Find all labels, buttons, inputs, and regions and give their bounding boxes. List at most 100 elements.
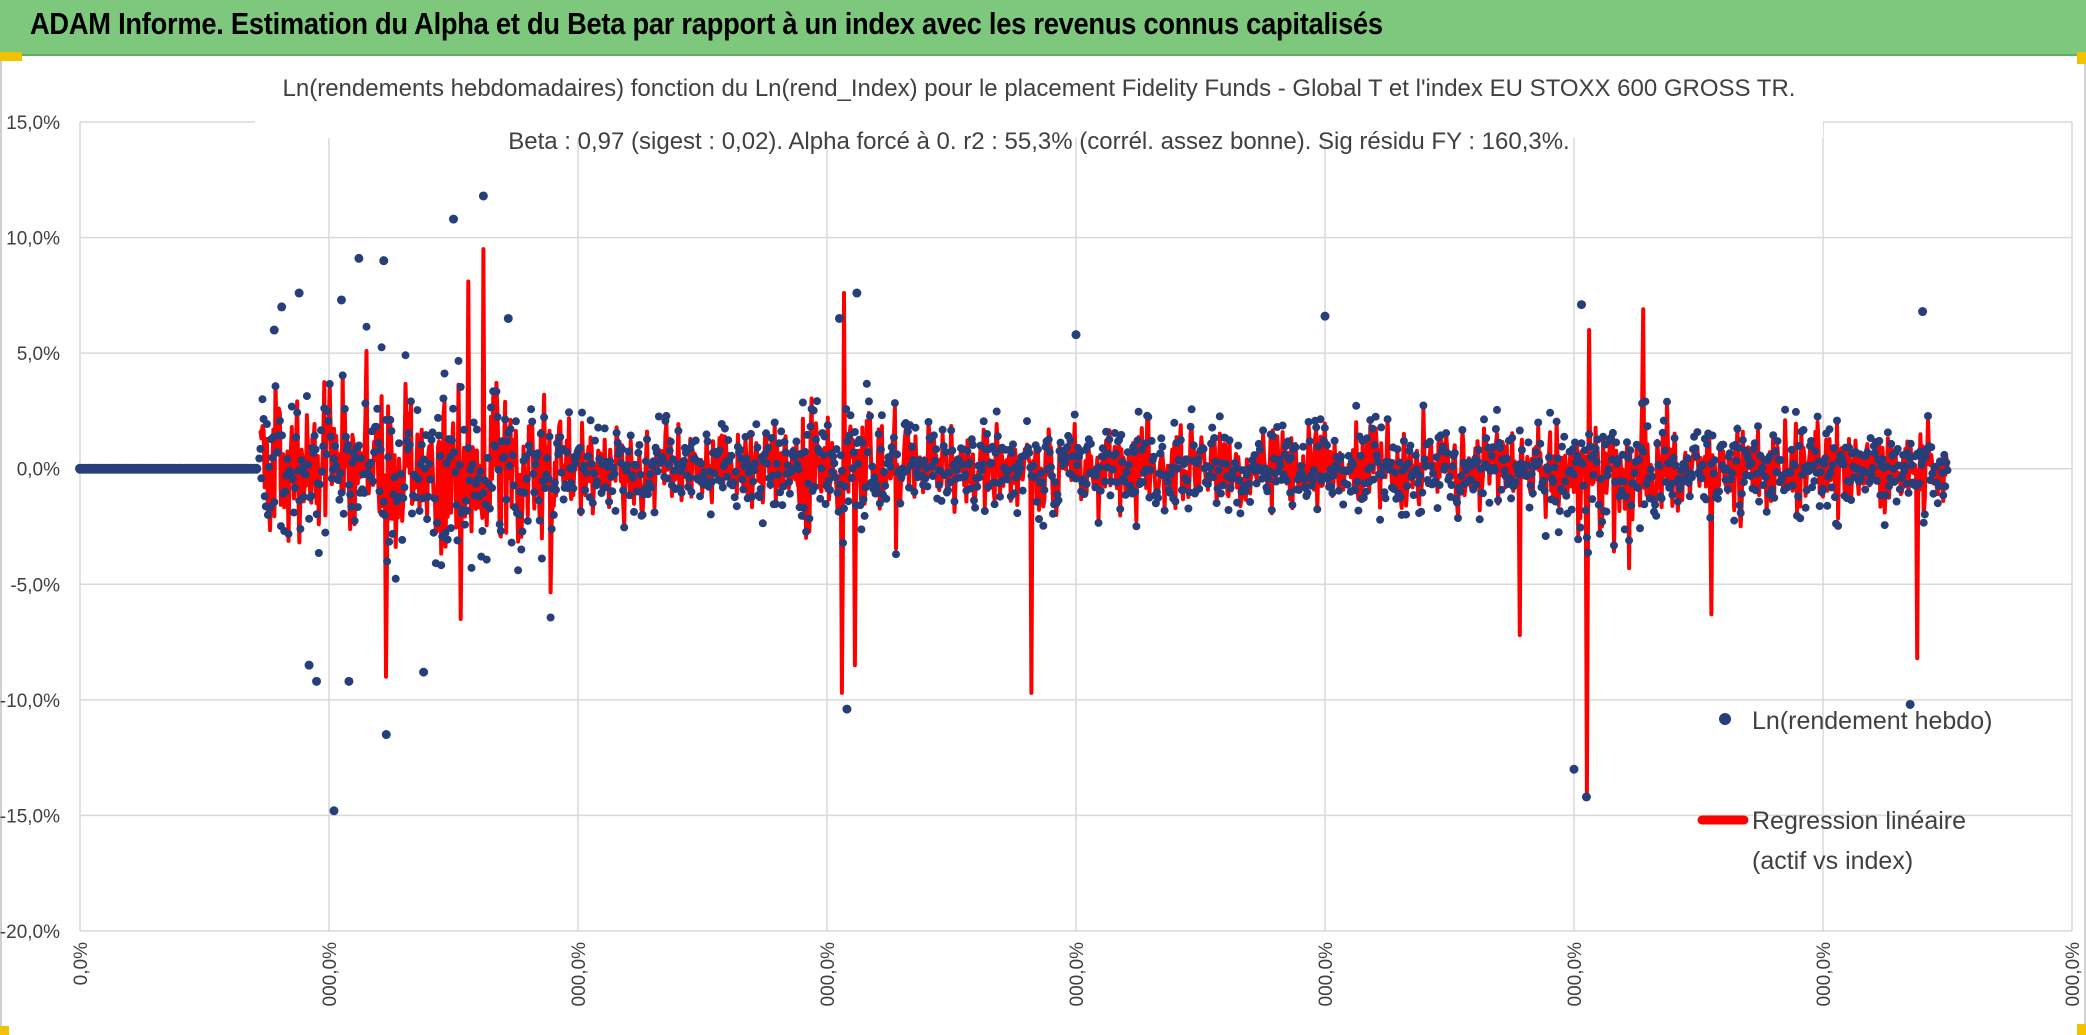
data-point (1555, 507, 1564, 515)
data-point (1834, 521, 1843, 530)
x-tick-label: 000,0% (2063, 942, 2084, 1007)
data-point (1921, 452, 1930, 461)
data-point (1456, 487, 1465, 496)
data-point (1697, 474, 1706, 483)
data-point (1569, 764, 1579, 774)
data-point (569, 484, 578, 493)
data-point (1497, 485, 1506, 494)
data-point (1660, 446, 1669, 455)
legend-marker-points (1719, 713, 1731, 725)
data-point (325, 380, 334, 388)
data-point (485, 504, 494, 513)
data-point (541, 484, 550, 493)
data-point (1691, 444, 1700, 453)
data-point (1054, 496, 1063, 505)
data-point (1419, 401, 1428, 410)
data-point (864, 397, 873, 406)
data-point (318, 467, 327, 476)
data-point (502, 495, 511, 504)
data-point (1723, 485, 1732, 494)
data-point (870, 473, 879, 482)
data-point (751, 459, 760, 468)
data-point (1429, 469, 1438, 478)
data-point (304, 660, 314, 670)
data-point (625, 491, 634, 500)
data-point (806, 422, 815, 431)
data-point (1147, 436, 1156, 445)
data-point (1381, 494, 1390, 503)
data-point (1395, 458, 1404, 467)
data-point (1473, 457, 1482, 466)
data-point (324, 416, 333, 425)
data-point (503, 313, 513, 323)
data-point (1621, 492, 1630, 501)
data-point (1411, 451, 1420, 460)
data-point (1233, 498, 1242, 507)
data-point (1515, 426, 1524, 435)
data-point (1304, 418, 1313, 426)
data-point (1474, 446, 1483, 454)
data-point (427, 435, 436, 444)
data-point (425, 459, 434, 468)
data-point (1719, 440, 1728, 449)
data-point (770, 418, 779, 427)
data-point (530, 488, 539, 497)
data-point (1029, 461, 1038, 470)
data-point (353, 503, 362, 512)
data-point (928, 472, 937, 480)
data-point (628, 473, 637, 482)
data-point (1352, 401, 1361, 410)
data-point (1025, 448, 1034, 457)
data-point (568, 465, 577, 473)
data-point (881, 481, 890, 490)
data-point (992, 407, 1001, 416)
data-point (565, 408, 573, 417)
data-point (653, 467, 662, 476)
data-point (792, 437, 801, 446)
y-tick-label: -20,0% (0, 922, 60, 943)
data-point (892, 550, 900, 559)
data-point (1263, 487, 1272, 496)
data-point (1007, 449, 1016, 458)
data-point (1241, 487, 1250, 496)
data-point (1453, 498, 1461, 507)
data-point (706, 510, 715, 519)
data-point (386, 415, 395, 424)
data-point (1377, 423, 1386, 432)
data-point (1567, 505, 1576, 514)
data-point (1252, 479, 1261, 488)
data-point (1071, 330, 1081, 340)
data-point (1759, 481, 1768, 490)
data-point (1833, 416, 1841, 425)
data-point (1282, 476, 1291, 485)
data-point (1490, 466, 1499, 475)
data-point (266, 503, 275, 512)
data-point (476, 467, 485, 476)
data-point (520, 488, 529, 497)
data-point (984, 482, 993, 491)
data-point (670, 466, 678, 475)
data-point (435, 431, 443, 440)
data-point (547, 525, 556, 534)
legend-label-line-2: (actif vs index) (1752, 847, 1913, 875)
x-tick-label: 000,0% (1067, 942, 1088, 1007)
data-point (1493, 405, 1501, 414)
data-point (329, 806, 339, 816)
data-point (330, 454, 338, 463)
data-point (1798, 470, 1807, 479)
data-point (1326, 465, 1335, 474)
data-point (1931, 462, 1940, 471)
data-point (1267, 506, 1276, 515)
data-point (780, 438, 789, 446)
data-point (874, 430, 883, 438)
data-point (1581, 506, 1590, 515)
y-tick-label: -5,0% (10, 575, 60, 596)
data-point (1467, 475, 1475, 484)
data-point (1040, 486, 1049, 495)
data-point (929, 431, 938, 440)
data-point (947, 426, 956, 435)
data-point (354, 441, 363, 450)
data-point (730, 493, 739, 502)
data-point (1246, 497, 1255, 506)
data-point (1536, 439, 1545, 448)
